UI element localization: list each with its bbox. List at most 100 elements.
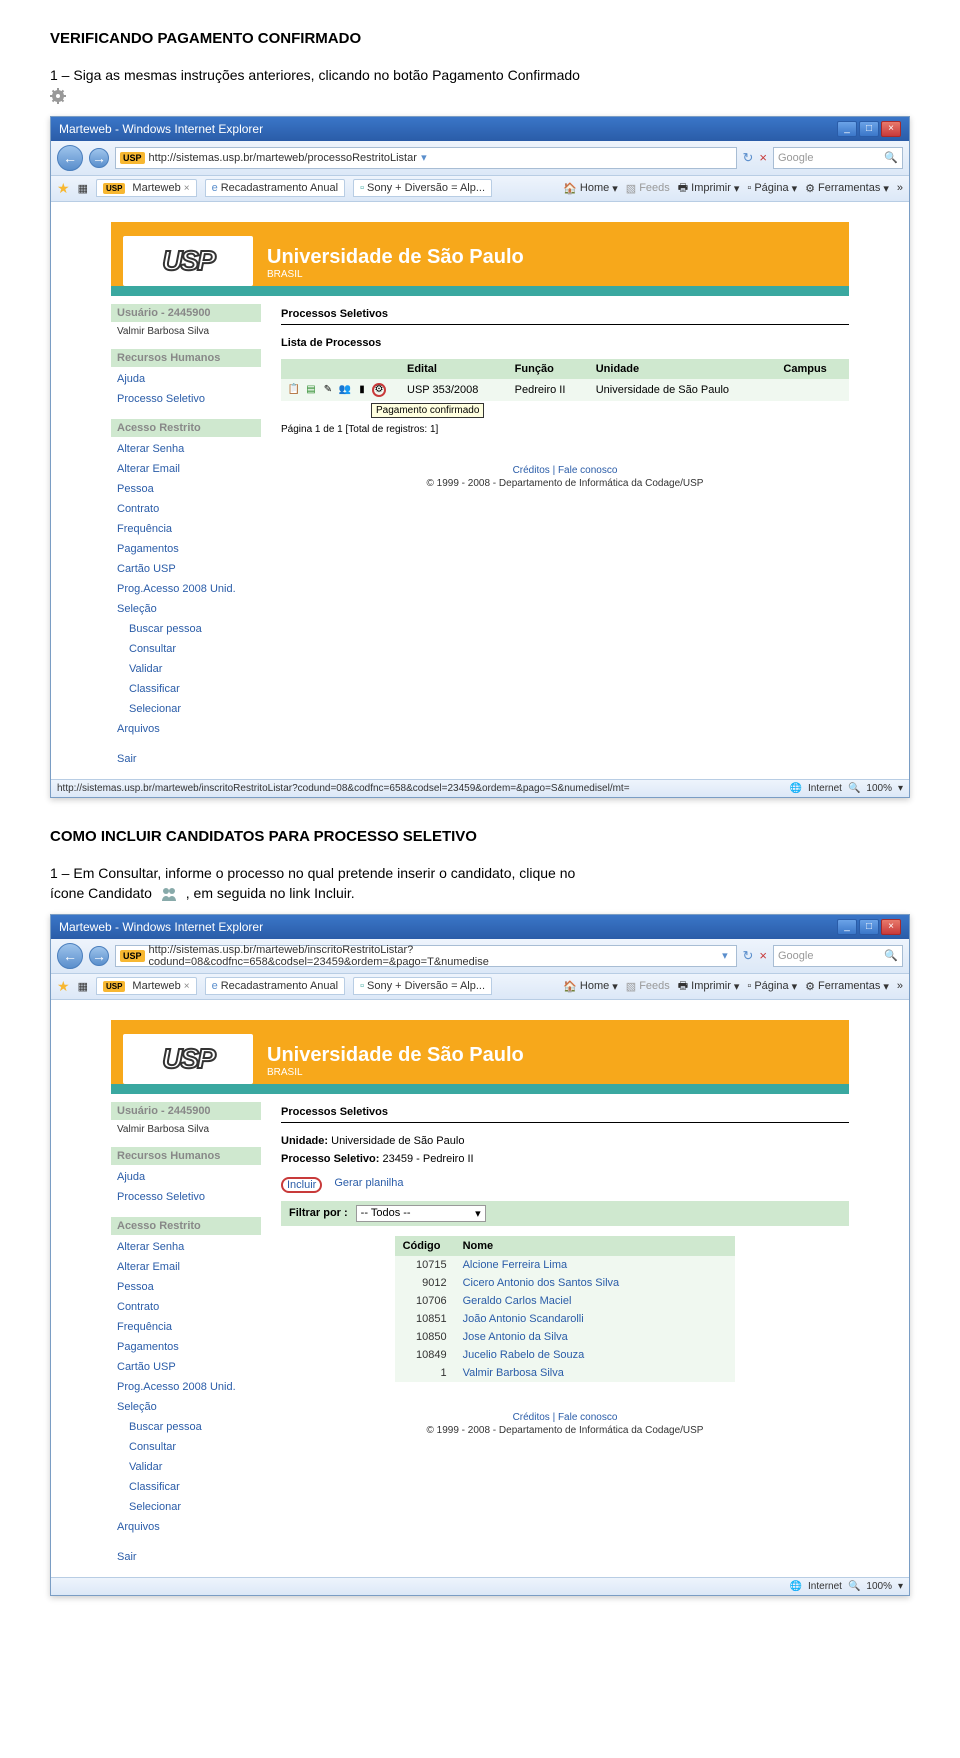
page-menu[interactable]: ▫Página ▾ [747,182,797,195]
feeds-menu[interactable]: ▧Feeds [626,980,670,993]
zoom-icon[interactable]: 🔍 [848,783,860,794]
address-bar[interactable]: USP http://sistemas.usp.br/marteweb/insc… [115,945,737,967]
search-icon[interactable]: 🔍 [884,151,898,164]
sidebar-item-pag[interactable]: Pagamentos [111,539,261,559]
zoom-dropdown[interactable]: ▾ [898,1581,903,1592]
address-bar[interactable]: USP http://sistemas.usp.br/marteweb/proc… [115,147,737,169]
close-button[interactable]: × [881,919,901,935]
zoom-icon[interactable]: 🔍 [848,1581,860,1592]
footer-links[interactable]: Créditos | Fale conosco [281,1412,849,1423]
link-gerar-planilha[interactable]: Gerar planilha [334,1177,403,1193]
tab-close-icon[interactable]: × [184,183,190,194]
close-button[interactable]: × [881,121,901,137]
sidebar-item-buscar[interactable]: Buscar pessoa [111,1417,261,1437]
sidebar-item-classificar[interactable]: Classificar [111,1477,261,1497]
sidebar-item-sair[interactable]: Sair [111,749,261,769]
sidebar-item-sair[interactable]: Sair [111,1547,261,1567]
tab-sony[interactable]: ▫ Sony + Diversão = Alp... [353,977,492,995]
table-row[interactable]: 1Valmir Barbosa Silva [395,1364,736,1382]
sidebar-item-buscar[interactable]: Buscar pessoa [111,619,261,639]
print-menu[interactable]: 🖶Imprimir ▾ [678,977,740,996]
refresh-icon[interactable]: ↻ [743,948,754,964]
sidebar-item-email[interactable]: Alterar Email [111,1257,261,1277]
table-row[interactable]: 10715Alcione Ferreira Lima [395,1256,736,1274]
sidebar-item-ajuda[interactable]: Ajuda [111,369,261,389]
print-menu[interactable]: 🖶Imprimir ▾ [678,179,740,198]
page-menu[interactable]: ▫Página ▾ [747,980,797,993]
sidebar-item-freq[interactable]: Frequência [111,519,261,539]
sidebar-item-classificar[interactable]: Classificar [111,679,261,699]
sidebar-item-ajuda[interactable]: Ajuda [111,1167,261,1187]
tab-recad[interactable]: e Recadastramento Anual [205,179,346,197]
table-row[interactable]: 10851João Antonio Scandarolli [395,1310,736,1328]
search-icon[interactable]: 🔍 [884,949,898,962]
url-dropdown-icon[interactable]: ▾ [718,949,731,962]
search-box[interactable]: Google 🔍 [773,945,903,967]
tab-marteweb[interactable]: USP Marteweb × [96,179,197,197]
forward-button[interactable]: → [89,148,109,168]
chevron-icon[interactable]: » [897,182,903,194]
home-menu[interactable]: 🏠Home ▾ [563,980,618,993]
stop-icon[interactable]: × [759,948,767,963]
sidebar-item-prog[interactable]: Prog.Acesso 2008 Unid. [111,579,261,599]
table-row[interactable]: 9012Cicero Antonio dos Santos Silva [395,1274,736,1292]
back-button[interactable]: ← [57,943,83,969]
tab-recad[interactable]: e Recadastramento Anual [205,977,346,995]
link-incluir[interactable]: Incluir [281,1177,322,1193]
maximize-button[interactable]: □ [859,919,879,935]
excel-icon[interactable]: ▤ [304,383,318,397]
sidebar-item-validar[interactable]: Validar [111,1457,261,1477]
sidebar-item-arquivos[interactable]: Arquivos [111,1517,261,1537]
sidebar-item-selecionar[interactable]: Selecionar [111,1497,261,1517]
sidebar-item-senha[interactable]: Alterar Senha [111,439,261,459]
tools-menu[interactable]: ⚙Ferramentas ▾ [805,980,889,993]
sidebar-item-selecao[interactable]: Seleção [111,1397,261,1417]
tools-menu[interactable]: ⚙Ferramentas ▾ [805,182,889,195]
filter-select[interactable]: -- Todos -- ▾ [356,1205,486,1222]
sidebar-item-processo[interactable]: Processo Seletivo [111,389,261,409]
tab-sony[interactable]: ▫ Sony + Diversão = Alp... [353,179,492,197]
search-box[interactable]: Google 🔍 [773,147,903,169]
home-menu[interactable]: 🏠Home ▾ [563,182,618,195]
stop-icon[interactable]: × [759,150,767,165]
minimize-button[interactable]: _ [837,919,857,935]
feeds-menu[interactable]: ▧Feeds [626,182,670,195]
favorites-icon[interactable]: ★ [57,180,70,197]
copy-icon[interactable]: 📋 [287,383,301,397]
minimize-button[interactable]: _ [837,121,857,137]
sidebar-item-arquivos[interactable]: Arquivos [111,719,261,739]
favorites-icon[interactable]: ★ [57,978,70,995]
back-button[interactable]: ← [57,145,83,171]
sidebar-item-selecionar[interactable]: Selecionar [111,699,261,719]
table-row[interactable]: 10849Jucelio Rabelo de Souza [395,1346,736,1364]
sidebar-item-prog[interactable]: Prog.Acesso 2008 Unid. [111,1377,261,1397]
bar-icon[interactable]: ▮ [355,383,369,397]
zoom-dropdown[interactable]: ▾ [898,783,903,794]
tab-marteweb[interactable]: USP Marteweb × [96,977,197,995]
gear-icon-circled[interactable]: ⚙ [372,383,386,397]
chevron-icon[interactable]: » [897,980,903,992]
refresh-icon[interactable]: ↻ [743,150,754,166]
sidebar-item-processo[interactable]: Processo Seletivo [111,1187,261,1207]
sidebar-item-validar[interactable]: Validar [111,659,261,679]
sidebar-item-consultar[interactable]: Consultar [111,1437,261,1457]
forward-button[interactable]: → [89,946,109,966]
edit-icon[interactable]: ✎ [321,383,335,397]
sidebar-item-senha[interactable]: Alterar Senha [111,1237,261,1257]
maximize-button[interactable]: □ [859,121,879,137]
sidebar-item-pag[interactable]: Pagamentos [111,1337,261,1357]
sidebar-item-consultar[interactable]: Consultar [111,639,261,659]
sidebar-item-pessoa[interactable]: Pessoa [111,479,261,499]
sidebar-item-freq[interactable]: Frequência [111,1317,261,1337]
sidebar-item-contrato[interactable]: Contrato [111,1297,261,1317]
feeds-sm-icon[interactable]: ▦ [78,980,88,993]
footer-links[interactable]: Créditos | Fale conosco [281,465,849,476]
url-dropdown-icon[interactable]: ▾ [417,151,431,164]
sidebar-item-selecao[interactable]: Seleção [111,599,261,619]
people-icon[interactable]: 👥 [338,383,352,397]
table-row[interactable]: 10850Jose Antonio da Silva [395,1328,736,1346]
feeds-sm-icon[interactable]: ▦ [78,182,88,195]
sidebar-item-cartao[interactable]: Cartão USP [111,559,261,579]
sidebar-item-contrato[interactable]: Contrato [111,499,261,519]
sidebar-item-email[interactable]: Alterar Email [111,459,261,479]
